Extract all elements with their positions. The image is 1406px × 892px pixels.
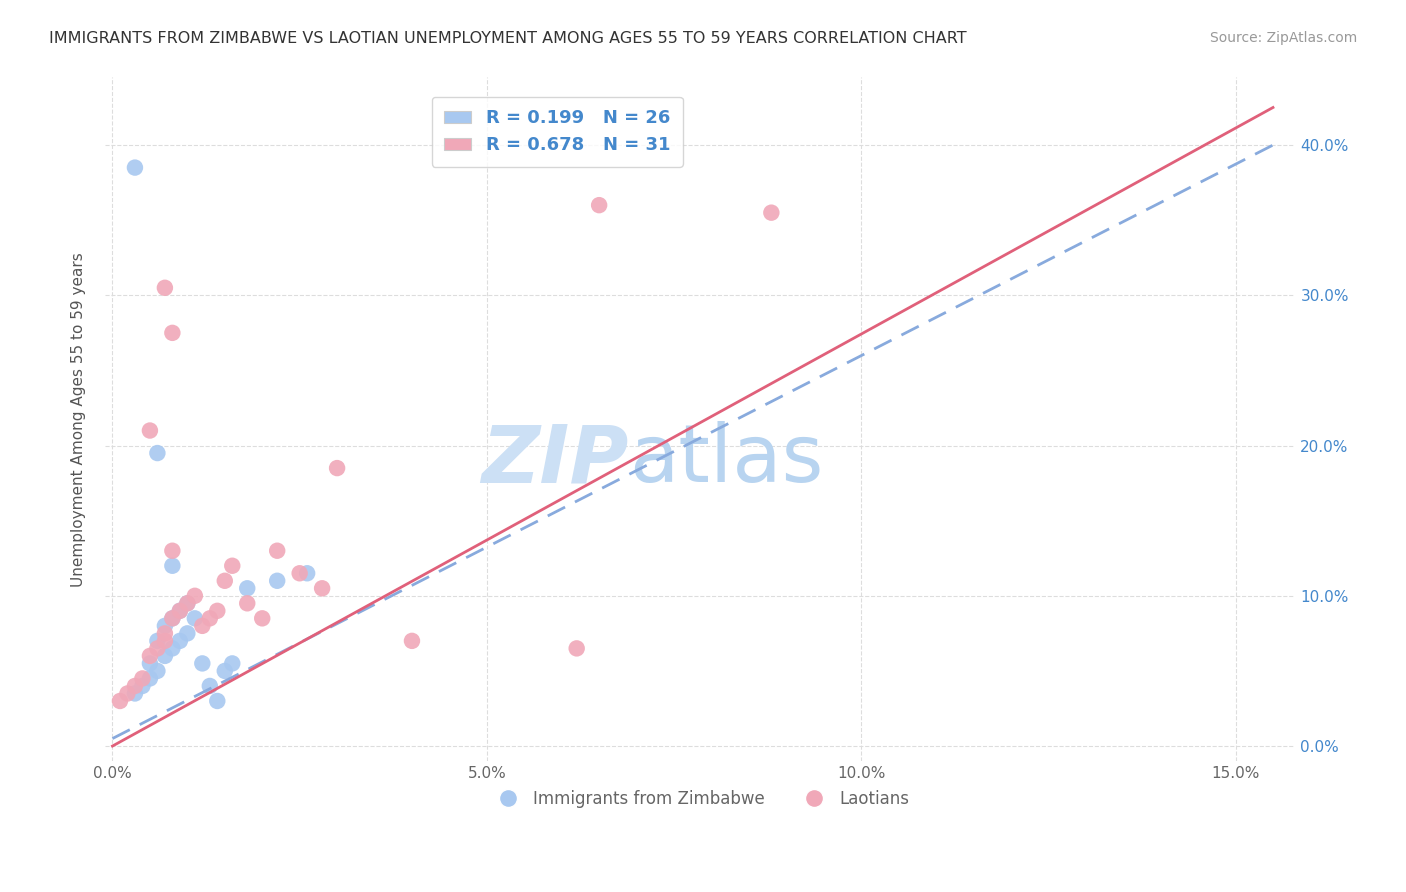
Point bbox=[139, 672, 162, 686]
Y-axis label: Unemployment Among Ages 55 to 59 years: Unemployment Among Ages 55 to 59 years bbox=[72, 252, 86, 587]
Point bbox=[761, 205, 783, 219]
Text: Source: ZipAtlas.com: Source: ZipAtlas.com bbox=[1209, 31, 1357, 45]
Point bbox=[139, 424, 162, 438]
Point bbox=[266, 574, 288, 588]
Point bbox=[146, 641, 169, 656]
Point bbox=[198, 611, 221, 625]
Point bbox=[146, 446, 169, 460]
Point bbox=[162, 611, 184, 625]
Point bbox=[153, 633, 176, 648]
Point bbox=[311, 582, 333, 596]
Point bbox=[169, 604, 191, 618]
Point bbox=[176, 596, 198, 610]
Point bbox=[153, 648, 176, 663]
Point bbox=[153, 626, 176, 640]
Text: IMMIGRANTS FROM ZIMBABWE VS LAOTIAN UNEMPLOYMENT AMONG AGES 55 TO 59 YEARS CORRE: IMMIGRANTS FROM ZIMBABWE VS LAOTIAN UNEM… bbox=[49, 31, 967, 46]
Point bbox=[162, 641, 184, 656]
Point bbox=[124, 161, 146, 175]
Point bbox=[191, 619, 214, 633]
Point bbox=[266, 543, 288, 558]
Point bbox=[146, 664, 169, 678]
Point bbox=[124, 686, 146, 700]
Point bbox=[565, 641, 588, 656]
Point bbox=[153, 619, 176, 633]
Point bbox=[139, 648, 162, 663]
Point bbox=[169, 633, 191, 648]
Point bbox=[221, 657, 243, 671]
Point bbox=[162, 611, 184, 625]
Point bbox=[108, 694, 131, 708]
Point bbox=[214, 664, 236, 678]
Point bbox=[588, 198, 610, 212]
Point bbox=[198, 679, 221, 693]
Point bbox=[191, 657, 214, 671]
Point bbox=[207, 694, 229, 708]
Point bbox=[153, 281, 176, 295]
Point bbox=[176, 596, 198, 610]
Point bbox=[162, 326, 184, 340]
Point bbox=[214, 574, 236, 588]
Point bbox=[117, 686, 139, 700]
Point bbox=[288, 566, 311, 581]
Point bbox=[207, 604, 229, 618]
Text: atlas: atlas bbox=[628, 421, 823, 500]
Point bbox=[326, 461, 349, 475]
Text: ZIP: ZIP bbox=[481, 421, 628, 500]
Legend: Immigrants from Zimbabwe, Laotians: Immigrants from Zimbabwe, Laotians bbox=[484, 783, 917, 814]
Point bbox=[401, 633, 423, 648]
Point bbox=[221, 558, 243, 573]
Point bbox=[162, 543, 184, 558]
Point bbox=[236, 596, 259, 610]
Point bbox=[184, 589, 207, 603]
Point bbox=[176, 626, 198, 640]
Point bbox=[124, 679, 146, 693]
Point bbox=[252, 611, 274, 625]
Point bbox=[169, 604, 191, 618]
Point bbox=[131, 679, 153, 693]
Point bbox=[139, 657, 162, 671]
Point bbox=[184, 611, 207, 625]
Point bbox=[295, 566, 318, 581]
Point bbox=[236, 582, 259, 596]
Point bbox=[162, 558, 184, 573]
Point bbox=[131, 672, 153, 686]
Point bbox=[146, 633, 169, 648]
